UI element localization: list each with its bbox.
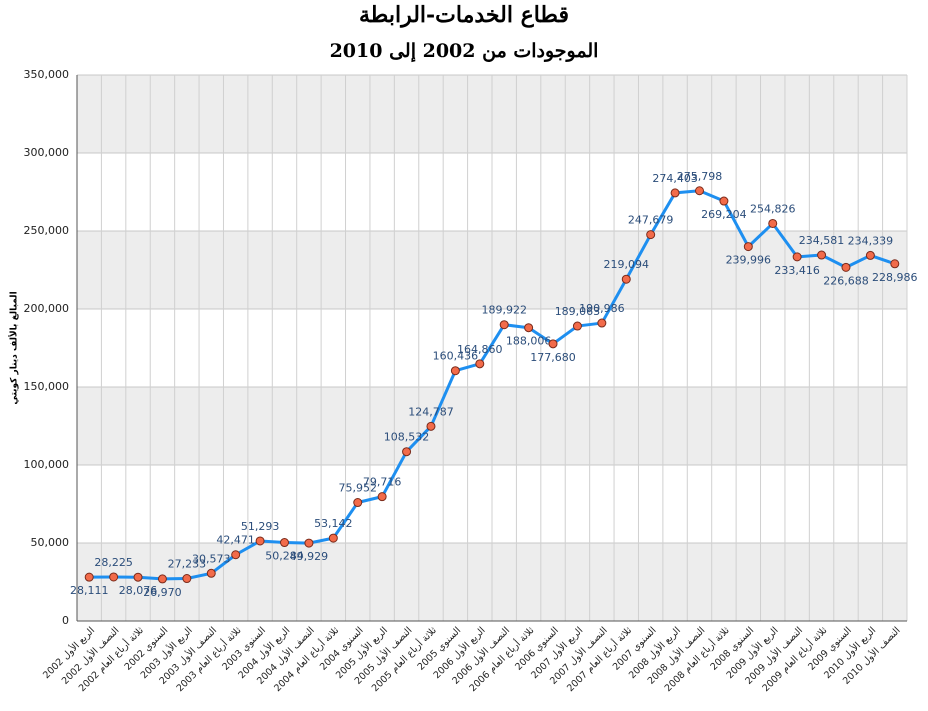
data-label: 269,204 — [701, 208, 747, 221]
marker — [841, 262, 851, 272]
marker — [157, 574, 167, 584]
data-label: 247,679 — [628, 214, 674, 227]
data-label: 27,233 — [168, 558, 207, 571]
data-label: 188,006 — [506, 335, 552, 348]
marker — [231, 550, 241, 560]
data-label: 160,436 — [433, 350, 479, 363]
data-label: 234,339 — [848, 234, 894, 247]
y-tick-label: 100,000 — [24, 458, 70, 471]
data-label: 28,111 — [70, 584, 109, 597]
y-tick-label: 150,000 — [24, 380, 70, 393]
marker — [719, 196, 729, 206]
data-label: 189,922 — [481, 304, 527, 317]
data-label: 239,996 — [726, 254, 772, 267]
marker — [792, 252, 802, 262]
data-label: 189,063 — [555, 305, 601, 318]
marker — [524, 323, 534, 333]
y-tick-label: 200,000 — [24, 302, 70, 315]
data-label: 75,952 — [338, 482, 377, 495]
marker — [670, 188, 680, 198]
data-label: 275,798 — [677, 170, 723, 183]
data-label: 51,293 — [241, 520, 280, 533]
data-label: 274,403 — [652, 172, 698, 185]
marker — [499, 320, 509, 330]
data-label: 219,094 — [604, 258, 650, 271]
marker — [743, 242, 753, 252]
marker — [328, 533, 338, 543]
data-label: 190,986 — [579, 302, 625, 315]
marker — [353, 498, 363, 508]
y-tick-label: 0 — [62, 614, 69, 627]
marker — [133, 572, 143, 582]
marker — [597, 318, 607, 328]
marker — [695, 186, 704, 196]
marker — [280, 538, 289, 548]
marker — [646, 230, 656, 240]
y-tick-label: 300,000 — [24, 146, 70, 159]
chart-title: قطاع الخدمات-الرابطة — [359, 2, 569, 28]
marker — [768, 218, 778, 228]
marker — [817, 250, 827, 260]
marker — [182, 574, 192, 584]
data-label: 30,573 — [192, 552, 231, 565]
data-label: 234,581 — [799, 234, 845, 247]
marker — [84, 572, 94, 582]
y-tick-label: 250,000 — [24, 224, 70, 237]
data-label: 53,142 — [314, 517, 353, 530]
marker — [109, 572, 119, 582]
marker — [377, 492, 387, 502]
data-label: 49,929 — [290, 550, 329, 563]
marker — [621, 274, 631, 284]
data-label: 228,986 — [872, 271, 918, 284]
data-label: 26,970 — [143, 586, 182, 599]
data-label: 226,688 — [823, 274, 869, 287]
line — [89, 189, 896, 581]
data-label: 124,787 — [408, 405, 454, 418]
marker — [206, 568, 216, 578]
marker — [890, 259, 900, 269]
y-tick-label: 50,000 — [31, 536, 70, 549]
data-label: 28,225 — [94, 556, 133, 569]
marker — [865, 250, 875, 260]
marker — [572, 321, 582, 331]
marker — [402, 447, 412, 457]
marker — [450, 366, 460, 376]
marker — [304, 538, 314, 548]
data-label: 50,284 — [265, 550, 304, 563]
data-label: 177,680 — [530, 351, 576, 364]
marker — [255, 536, 265, 546]
y-axis-label: المبالغ بالألف دينار كويتي — [8, 291, 20, 404]
data-label: 28,076 — [119, 584, 158, 597]
marker — [548, 339, 558, 349]
data-label: 164,860 — [457, 343, 503, 356]
marker — [426, 421, 436, 431]
data-label: 42,471 — [216, 534, 255, 547]
data-label: 233,416 — [774, 264, 820, 277]
chart-subtitle: الموجودات من 2002 إلى 2010 — [330, 40, 599, 63]
y-tick-label: 350,000 — [24, 68, 70, 81]
marker — [475, 359, 485, 369]
data-label: 79,716 — [363, 476, 402, 489]
data-label: 254,826 — [750, 202, 796, 215]
data-label: 108,532 — [384, 431, 430, 444]
